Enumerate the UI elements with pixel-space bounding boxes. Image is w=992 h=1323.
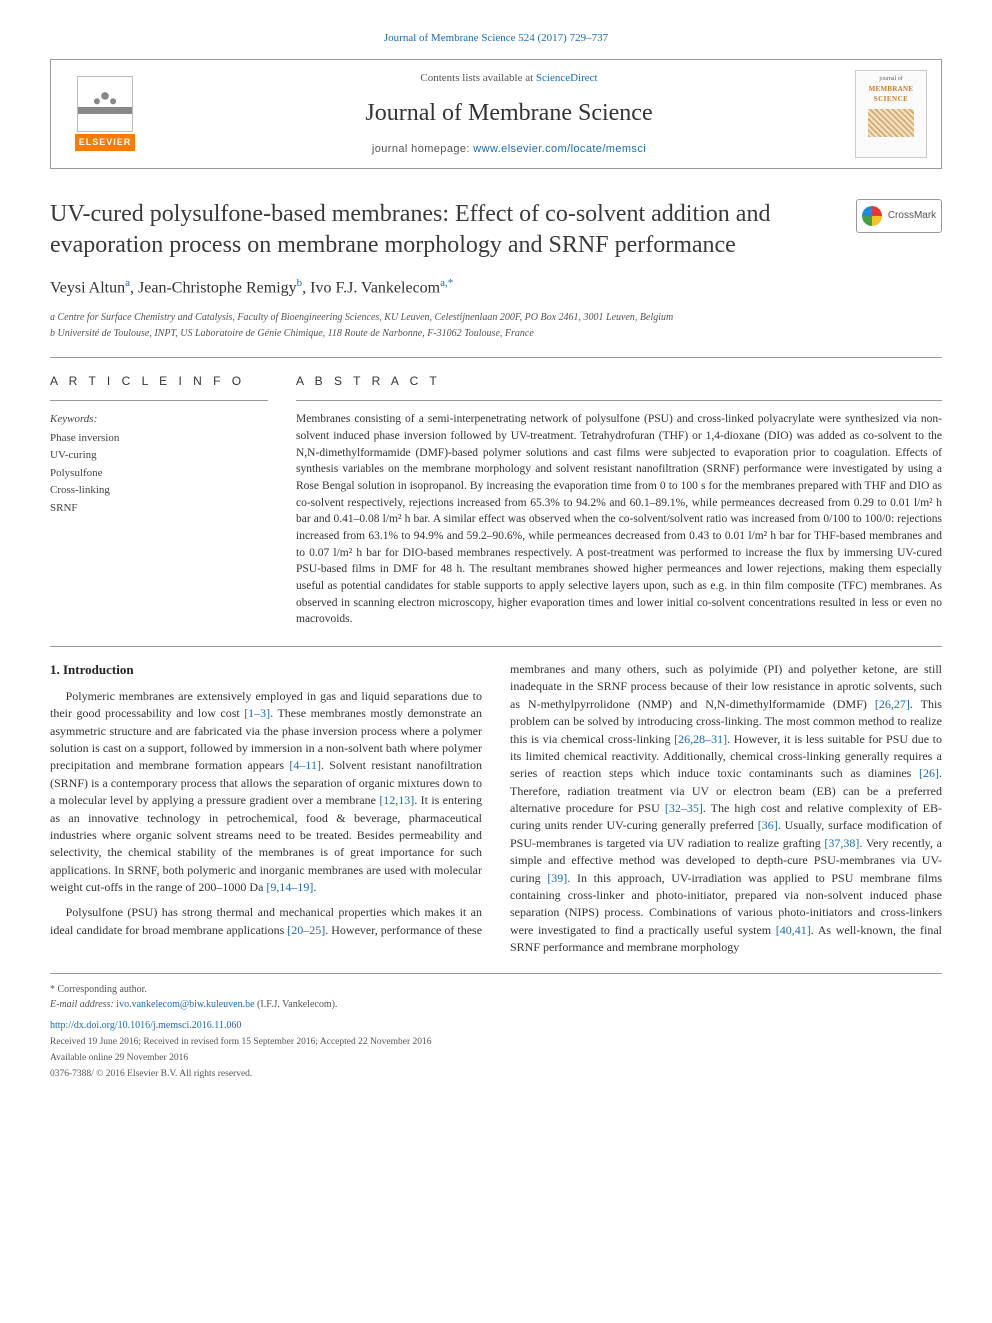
thumb-line2: MEMBRANE xyxy=(869,84,914,95)
authors-line: Veysi Altuna, Jean-Christophe Remigyb, I… xyxy=(50,275,942,300)
corresponding-author: * Corresponding author. xyxy=(50,982,942,997)
abstract-head: A B S T R A C T xyxy=(296,372,942,390)
thumb-image xyxy=(868,109,914,137)
abstract-column: A B S T R A C T Membranes consisting of … xyxy=(296,372,942,628)
ref-link[interactable]: [26,28–31] xyxy=(674,732,727,746)
sciencedirect-link[interactable]: ScienceDirect xyxy=(536,72,598,84)
thumb-line3: SCIENCE xyxy=(874,94,909,105)
intro-paragraph-1: Polymeric membranes are extensively empl… xyxy=(50,688,482,897)
ref-link[interactable]: [36] xyxy=(758,818,778,832)
journal-header: ELSEVIER Contents lists available at Sci… xyxy=(50,59,942,169)
email-label: E-mail address: xyxy=(50,999,116,1010)
keyword-item: UV-curing xyxy=(50,447,268,464)
abstract-text: Membranes consisting of a semi-interpene… xyxy=(296,411,942,628)
divider-bottom xyxy=(50,646,942,647)
divider-top xyxy=(50,357,942,358)
ref-link[interactable]: [40,41] xyxy=(776,923,811,937)
info-abstract-row: A R T I C L E I N F O Keywords: Phase in… xyxy=(50,372,942,628)
ref-link[interactable]: [20–25] xyxy=(287,923,325,937)
footer: * Corresponding author. E-mail address: … xyxy=(50,973,942,1082)
doi-link[interactable]: http://dx.doi.org/10.1016/j.memsci.2016.… xyxy=(50,1018,942,1033)
keywords-label: Keywords: xyxy=(50,411,268,428)
contents-available-line: Contents lists available at ScienceDirec… xyxy=(163,70,855,87)
keyword-item: SRNF xyxy=(50,500,268,517)
affiliation-b: b Université de Toulouse, INPT, US Labor… xyxy=(50,326,942,341)
keyword-item: Phase inversion xyxy=(50,430,268,447)
available-line: Available online 29 November 2016 xyxy=(50,1051,942,1065)
ref-link[interactable]: [1–3] xyxy=(244,706,270,720)
email-line: E-mail address: ivo.vankelecom@biw.kuleu… xyxy=(50,997,942,1012)
ref-link[interactable]: [39] xyxy=(547,871,567,885)
journal-homepage-link[interactable]: www.elsevier.com/locate/memsci xyxy=(473,143,646,155)
ref-link[interactable]: [32–35] xyxy=(665,801,703,815)
article-title: UV-cured polysulfone-based membranes: Ef… xyxy=(50,199,840,261)
title-row: UV-cured polysulfone-based membranes: Ef… xyxy=(50,199,942,261)
intro-p1-d: . It is entering as an innovative techno… xyxy=(50,793,482,894)
header-center: Contents lists available at ScienceDirec… xyxy=(163,70,855,157)
article-info-head: A R T I C L E I N F O xyxy=(50,372,268,390)
copyright-line: 0376-7388/ © 2016 Elsevier B.V. All righ… xyxy=(50,1067,942,1081)
ref-link[interactable]: [9,14–19] xyxy=(266,880,313,894)
affiliations: a Centre for Surface Chemistry and Catal… xyxy=(50,310,942,341)
ref-link[interactable]: [26,27] xyxy=(875,697,910,711)
keywords-list: Phase inversion UV-curing Polysulfone Cr… xyxy=(50,430,268,517)
crossmark-label: CrossMark xyxy=(888,208,936,223)
divider-info xyxy=(50,400,268,401)
journal-cover-thumb: journal of MEMBRANE SCIENCE xyxy=(855,70,927,158)
thumb-line1: journal of xyxy=(879,75,903,84)
article-info-column: A R T I C L E I N F O Keywords: Phase in… xyxy=(50,372,268,628)
email-link[interactable]: ivo.vankelecom@biw.kuleuven.be xyxy=(116,999,254,1010)
contents-prefix: Contents lists available at xyxy=(420,72,535,84)
journal-homepage-line: journal homepage: www.elsevier.com/locat… xyxy=(163,141,855,158)
journal-name: Journal of Membrane Science xyxy=(163,95,855,131)
ref-link[interactable]: [37,38] xyxy=(824,836,859,850)
body-two-columns: 1. Introduction Polymeric membranes are … xyxy=(50,661,942,957)
crossmark-icon xyxy=(862,206,882,226)
crossmark-badge[interactable]: CrossMark xyxy=(856,199,942,233)
email-person: (I.F.J. Vankelecom). xyxy=(255,999,338,1010)
intro-p1-e: . xyxy=(313,880,316,894)
elsevier-logo: ELSEVIER xyxy=(65,74,145,154)
keyword-item: Polysulfone xyxy=(50,465,268,482)
divider-abstract xyxy=(296,400,942,401)
homepage-prefix: journal homepage: xyxy=(372,143,473,155)
keyword-item: Cross-linking xyxy=(50,482,268,499)
ref-link[interactable]: [4–11] xyxy=(289,758,321,772)
affiliation-a: a Centre for Surface Chemistry and Catal… xyxy=(50,310,942,325)
ref-link[interactable]: [12,13] xyxy=(379,793,414,807)
received-line: Received 19 June 2016; Received in revis… xyxy=(50,1035,942,1049)
journal-reference: Journal of Membrane Science 524 (2017) 7… xyxy=(50,30,942,47)
elsevier-tree-icon xyxy=(77,76,133,132)
intro-heading: 1. Introduction xyxy=(50,661,482,680)
ref-link[interactable]: [26] xyxy=(919,766,939,780)
elsevier-wordmark: ELSEVIER xyxy=(75,134,136,152)
